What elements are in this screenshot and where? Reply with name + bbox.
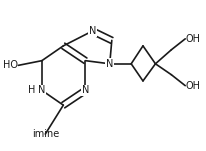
Text: H: H [28,85,35,95]
Text: HO: HO [3,60,18,70]
Text: N: N [82,85,89,95]
Text: N: N [89,26,96,36]
Text: N: N [106,59,114,69]
Text: imine: imine [32,129,59,139]
Text: OH: OH [186,34,201,44]
Text: N: N [38,85,46,95]
Text: OH: OH [186,81,201,91]
